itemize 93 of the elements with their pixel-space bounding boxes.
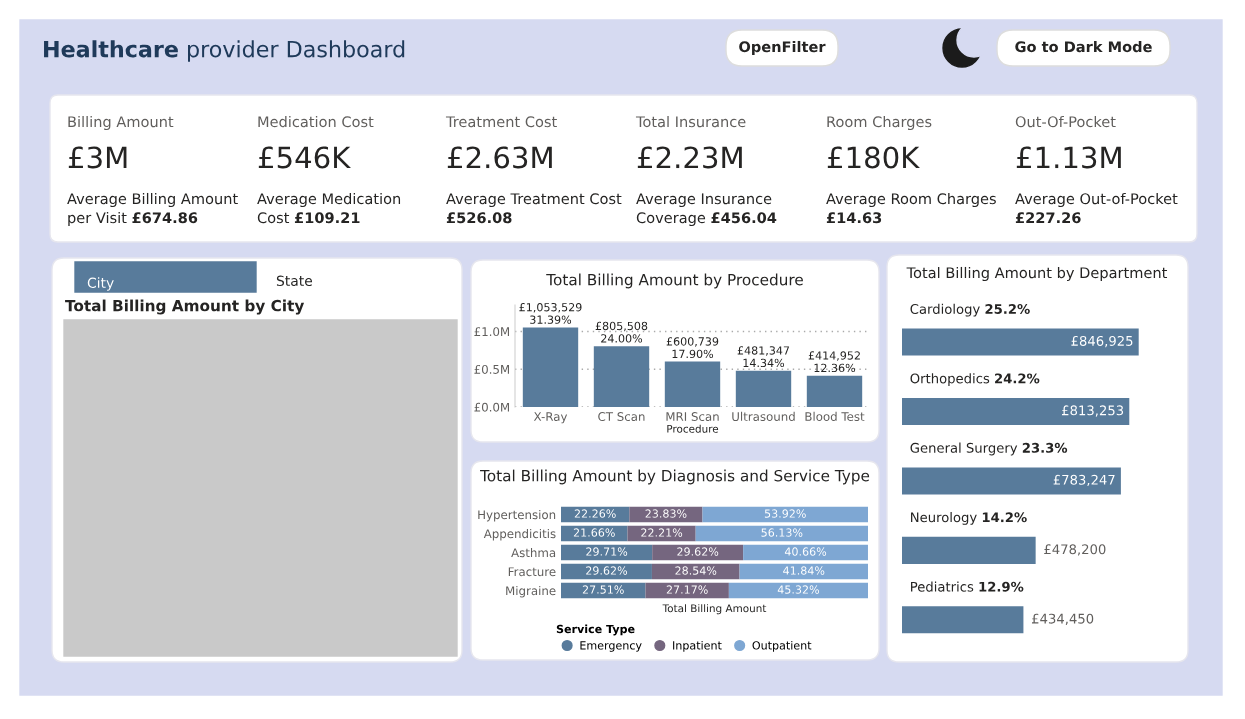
text: Average Out-of-Pocket [1015, 192, 1178, 208]
legend-label: Inpatient [673, 640, 722, 652]
y-tick-label: £0.0M [474, 402, 509, 412]
y-tick-label: Hypertension [478, 510, 556, 522]
data-label: 23.83% [645, 509, 687, 518]
y-tick-label: £1.0M [474, 327, 509, 337]
data-label: 45.32% [777, 585, 819, 594]
category-label: Cardiology 25.2% [910, 303, 1030, 317]
text: Room Charges [827, 115, 932, 131]
text: Average Billing Amount [67, 192, 238, 208]
data-label: 41.84% [783, 566, 825, 575]
text: £14.63 [826, 212, 882, 224]
text: Coverage £456.04 [636, 212, 777, 227]
text: Average Room Charges [826, 192, 996, 208]
y-tick-label: Appendicitis [483, 529, 556, 541]
text: Go to Dark Mode [1015, 40, 1152, 53]
text: Average Insurance [636, 193, 772, 208]
bar [806, 375, 863, 407]
data-label: £805,508 24.00% [595, 321, 648, 343]
chart-title: Total Billing Amount by Department [906, 266, 1168, 282]
chart-title: Total Billing Amount by Procedure [546, 273, 803, 289]
bar [645, 582, 729, 599]
data-label: 29.62% [677, 547, 719, 556]
text: £2.23M [637, 146, 742, 169]
data-label: 56.13% [761, 528, 803, 537]
x-axis-title: Total Billing Amount [662, 604, 767, 615]
data-label: £783,247 [1053, 474, 1115, 487]
data-label: £478,200 [1044, 544, 1106, 556]
text: Healthcare provider Dashboard [44, 40, 405, 62]
text: Treatment Cost [445, 116, 557, 128]
y-tick-label: Migraine [506, 586, 556, 598]
category-label: Orthopedics 24.2% [910, 373, 1040, 386]
bar [695, 525, 868, 542]
data-label: £481,347 14.34% [737, 346, 790, 368]
data-label: £600,739 17.90% [666, 337, 719, 359]
text: per Visit £674.86 [68, 211, 198, 227]
data-label: £813,253 [1062, 405, 1124, 417]
text: Billing Amount [68, 115, 174, 131]
bar [743, 544, 868, 561]
bar [702, 506, 868, 523]
text: Total Insurance [635, 115, 746, 128]
data-label: 28.54% [675, 566, 717, 575]
text: £1.13M [1016, 146, 1121, 169]
x-axis-title: Procedure [667, 424, 719, 433]
bar [739, 563, 868, 580]
legend-title: Service Type [556, 624, 635, 636]
x-tick-label: X-Ray [533, 412, 568, 424]
x-tick-label: MRI Scan [666, 412, 719, 421]
data-label: £1,053,529 31.39% [519, 303, 582, 324]
data-label: £434,450 [1031, 613, 1094, 625]
y-tick-label: Fracture [508, 567, 556, 577]
data-label: 22.26% [574, 509, 616, 518]
data-label: 53.92% [764, 509, 806, 518]
category-label: Pediatrics 12.9% [911, 581, 1024, 592]
data-label: 29.71% [586, 547, 628, 556]
data-label: £846,925 [1071, 335, 1133, 348]
text: Average Treatment Cost [446, 193, 622, 208]
legend-label: Outpatient [752, 640, 812, 652]
text: Medication Cost [258, 115, 374, 128]
category-label: Neurology 14.2% [911, 512, 1027, 525]
data-label: 27.51% [582, 585, 624, 594]
text: Total Billing Amount by City [65, 299, 305, 315]
x-tick-label: Ultrasound [732, 411, 795, 421]
y-tick-label: £0.5M [474, 364, 509, 374]
bar [735, 370, 792, 407]
chart-title: Total Billing Amount by Diagnosis and Service Type [480, 469, 870, 485]
bar [593, 346, 650, 407]
text: Cost £109.21 [257, 212, 360, 224]
data-label: 21.66% [573, 528, 615, 537]
category-label: General Surgery 23.3% [910, 442, 1068, 456]
data-label: £414,952 12.36% [808, 351, 860, 373]
bar [728, 582, 868, 599]
y-tick-label: Asthma [511, 548, 556, 558]
data-label: 29.62% [586, 566, 628, 575]
text: £3M [68, 146, 127, 169]
text: State [276, 275, 313, 287]
bar [522, 327, 579, 407]
x-tick-label: Blood Test [805, 411, 865, 421]
data-label: 40.66% [784, 547, 827, 556]
legend-label: Emergency [580, 641, 642, 652]
text: City [87, 277, 114, 291]
bar [664, 361, 721, 407]
text: £2.63M [447, 146, 552, 169]
data-label: 27.17% [666, 585, 708, 594]
text: £526.08 [446, 212, 512, 224]
text: £180K [827, 146, 920, 169]
text: Out-Of-Pocket [1015, 115, 1116, 128]
text: £227.26 [1015, 212, 1081, 224]
x-tick-label: CT Scan [598, 412, 645, 421]
data-label: 22.21% [641, 528, 683, 537]
text: Average Medication [257, 192, 401, 208]
text: OpenFilter [739, 40, 826, 56]
text: £546K [258, 146, 351, 169]
